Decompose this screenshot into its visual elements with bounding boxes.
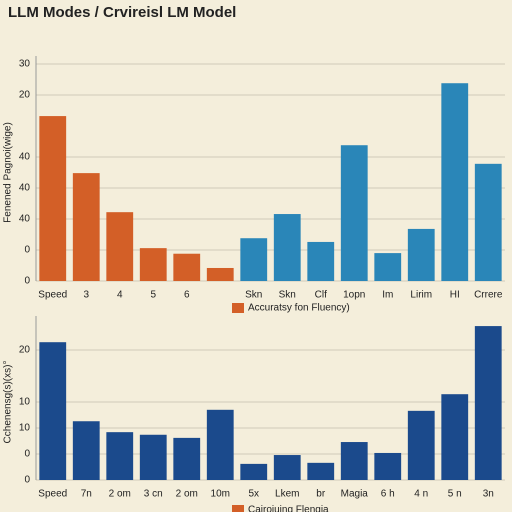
x-tick-label: 3 — [83, 290, 89, 301]
bar — [374, 452, 402, 480]
x-tick-label: 3n — [483, 489, 494, 500]
y-tick-label: 0 — [24, 245, 30, 256]
y-tick-label: 0 — [24, 276, 30, 287]
bar — [72, 421, 100, 480]
x-tick-label: 7n — [81, 489, 92, 500]
x-tick-label: 2 om — [176, 489, 198, 500]
x-tick-label: 5 n — [448, 489, 462, 500]
x-tick-label: 6 — [184, 290, 190, 301]
bar — [173, 253, 201, 281]
bar — [340, 145, 368, 281]
bar — [474, 163, 502, 281]
bar — [273, 455, 301, 480]
x-tick-label: 3 cn — [144, 489, 163, 500]
x-tick-label: 6 h — [381, 489, 395, 500]
x-tick-label: Im — [382, 290, 393, 301]
y-tick-label: 40 — [19, 152, 31, 163]
legend-swatch — [232, 303, 244, 313]
x-tick-label: Speed — [38, 489, 67, 500]
bar — [139, 248, 167, 281]
x-tick-label: br — [316, 489, 326, 500]
bar — [407, 410, 435, 480]
bar — [72, 173, 100, 281]
y-tick-label: 0 — [24, 449, 30, 460]
bar — [206, 267, 234, 281]
bar — [273, 214, 301, 281]
x-tick-label: Crrere — [474, 290, 503, 301]
x-tick-label: 5x — [248, 489, 259, 500]
x-tick-label: 4 — [117, 290, 123, 301]
bar — [206, 409, 234, 480]
bar — [173, 437, 201, 480]
y-tick-label: 40 — [19, 183, 31, 194]
bar — [106, 432, 134, 480]
y-tick-label: 10 — [19, 397, 31, 408]
x-tick-label: Magia — [341, 489, 369, 500]
chart-title: LLM Modes / Crvireisl LM Model — [8, 4, 236, 21]
legend-label: Cairoiuing Flengia — [248, 505, 329, 512]
bar — [307, 241, 335, 281]
bar — [240, 238, 268, 281]
y-tick-label: 20 — [19, 90, 31, 101]
y-axis-label: Cchenensg(s)(xs)° — [3, 361, 14, 444]
x-tick-label: Clf — [315, 290, 327, 301]
y-axis-label: Fenened Pagnoi(wige) — [3, 122, 14, 223]
x-tick-label: Skn — [279, 290, 296, 301]
y-tick-label: 0 — [24, 475, 30, 486]
x-tick-label: 1opn — [343, 290, 365, 301]
x-tick-label: 10m — [211, 489, 230, 500]
x-tick-label: Lirim — [410, 290, 432, 301]
bar — [307, 462, 335, 480]
x-tick-label: Speed — [38, 290, 67, 301]
bar — [139, 434, 167, 480]
bar — [441, 394, 469, 480]
y-tick-label: 40 — [19, 214, 31, 225]
legend-label: Accuratsy fon Fluency) — [248, 303, 350, 314]
bar — [39, 116, 67, 281]
x-tick-label: Lkem — [275, 489, 299, 500]
bar — [441, 83, 469, 281]
bar — [340, 442, 368, 480]
x-tick-label: HI — [450, 290, 460, 301]
y-tick-label: 30 — [19, 59, 31, 70]
x-tick-label: 4 n — [414, 489, 428, 500]
x-tick-label: Skn — [245, 290, 262, 301]
bar — [374, 253, 402, 281]
legend-swatch — [232, 505, 244, 512]
y-tick-label: 20 — [19, 345, 31, 356]
y-tick-label: 10 — [19, 423, 31, 434]
bar — [39, 342, 67, 480]
x-tick-label: 5 — [150, 290, 156, 301]
bar — [240, 463, 268, 480]
bar — [407, 228, 435, 281]
bar — [474, 326, 502, 480]
bar — [106, 212, 134, 281]
x-tick-label: 2 om — [109, 489, 131, 500]
